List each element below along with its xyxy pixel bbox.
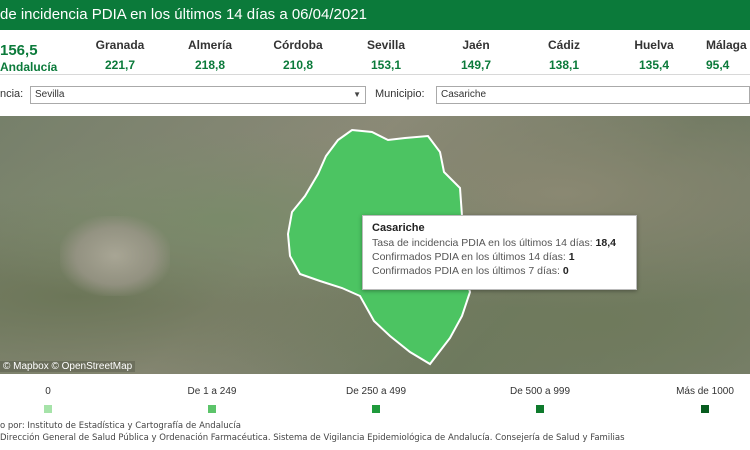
province-malaga[interactable]: Málaga 95,4 [706,38,750,72]
legend-swatch [372,405,380,413]
map-legend: 0 De 1 a 249 De 250 a 499 De 500 a 999 M… [0,382,750,413]
legend-label: Más de 1000 [676,386,734,397]
legend-swatch [44,405,52,413]
province-cadiz[interactable]: Cádiz 138,1 [524,38,604,72]
stats-bar: 156,5 Andalucía Granada 221,7 Almería 21… [0,30,750,74]
legend-swatch [701,405,709,413]
province-almeria[interactable]: Almería 218,8 [170,38,250,72]
total-label: Andalucía [0,60,58,74]
town-area [60,216,170,296]
province-name: Huelva [634,38,674,52]
tooltip-row-value: 18,4 [595,237,616,249]
municipio-select[interactable]: Casariche [436,86,750,104]
legend-item: De 250 a 499 [321,386,431,413]
province-name: Almería [187,38,233,52]
legend-item: De 500 a 999 [485,386,595,413]
province-name: Córdoba [273,38,323,52]
tooltip-row-value: 1 [568,251,575,263]
tooltip-row-label: Confirmados PDIA en los últimos 14 días: [372,251,566,263]
province-value: 221,7 [104,58,136,72]
province-value: 210,8 [282,58,314,72]
province-huelva[interactable]: Huelva 135,4 [614,38,694,72]
province-cordoba[interactable]: Córdoba 210,8 [258,38,338,72]
province-value: 218,8 [194,58,226,72]
total-value: 156,5 [0,42,38,59]
tooltip-row-value: 0 [562,265,569,277]
legend-label: 0 [45,386,51,397]
province-name: Sevilla [366,38,406,52]
province-name: Jaén [462,38,490,52]
divider [0,74,750,75]
tooltip-row-label: Confirmados PDIA en los últimos 7 días: [372,265,560,277]
province-filter-label: ncia: [0,88,24,100]
legend-swatch [536,405,544,413]
tooltip-row: Confirmados PDIA en los últimos 7 días: … [372,264,627,278]
map-attribution[interactable]: © Mapbox © OpenStreetMap [0,361,136,372]
legend-label: De 500 a 999 [509,386,571,397]
chevron-down-icon[interactable]: ▼ [353,90,361,99]
legend-item: Más de 1000 [650,386,750,413]
province-value: 95,4 [706,58,730,72]
province-select-value: Sevilla [35,89,65,100]
province-name: Cádiz [547,38,580,52]
municipio-select-value: Casariche [441,89,487,100]
legend-swatch [208,405,216,413]
page-title: de incidencia PDIA en los últimos 14 día… [0,0,750,30]
municipio-filter-label: Municipio: [375,88,425,100]
legend-label: De 250 a 499 [345,386,407,397]
tooltip-row: Tasa de incidencia PDIA en los últimos 1… [372,236,627,250]
province-jaen[interactable]: Jaén 149,7 [436,38,516,72]
source-footer: o por: Instituto de Estadística y Cartog… [0,420,750,444]
legend-label: De 1 a 249 [187,386,237,397]
tooltip-row-label: Tasa de incidencia PDIA en los últimos 1… [372,237,593,249]
province-value: 135,4 [638,58,670,72]
legend-item: De 1 a 249 [157,386,267,413]
filter-bar: ncia: Sevilla ▼ Municipio: Casariche [0,84,750,106]
province-name: Granada [95,38,145,52]
map-tooltip: Casariche Tasa de incidencia PDIA en los… [362,215,637,290]
footer-line: o por: Instituto de Estadística y Cartog… [0,421,241,431]
tooltip-row: Confirmados PDIA en los últimos 14 días:… [372,250,627,264]
footer-line: Dirección General de Salud Pública y Ord… [0,433,625,443]
province-value: 138,1 [548,58,580,72]
legend-item: 0 [0,386,103,413]
tooltip-title: Casariche [372,222,425,234]
province-sevilla[interactable]: Sevilla 153,1 [346,38,426,72]
province-value: 153,1 [370,58,402,72]
province-granada[interactable]: Granada 221,7 [80,38,160,72]
province-value: 149,7 [460,58,492,72]
province-name: Málaga [706,38,747,52]
province-select[interactable]: Sevilla ▼ [30,86,366,104]
